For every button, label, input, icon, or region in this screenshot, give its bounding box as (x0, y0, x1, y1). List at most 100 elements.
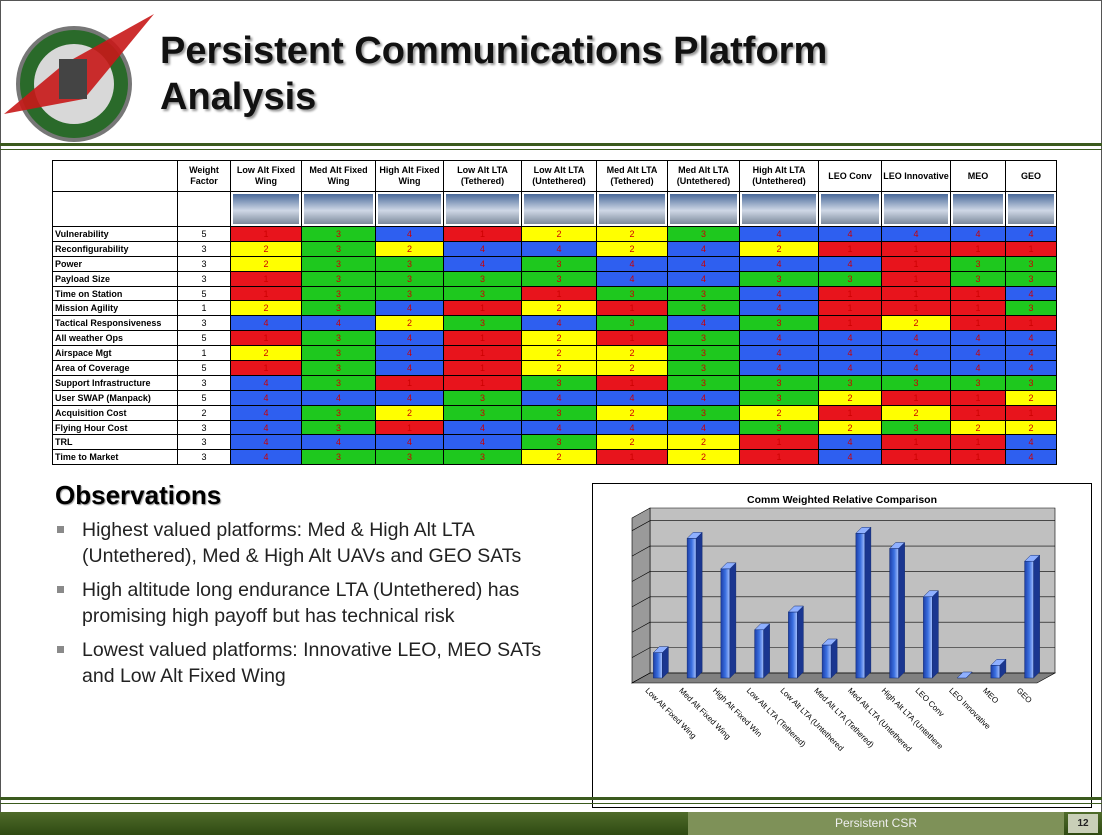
bar (652, 646, 669, 679)
image-cell (230, 191, 302, 227)
score-cell: 2 (1005, 389, 1057, 406)
bar-side (797, 605, 804, 679)
bar-top (720, 562, 737, 570)
score-cell: 4 (1005, 449, 1057, 466)
score-cell: 1 (950, 449, 1006, 466)
score-cell: 4 (950, 330, 1006, 347)
criterion-label: Flying Hour Cost (52, 419, 178, 436)
score-cell: 3 (667, 374, 740, 391)
bar-front (653, 652, 663, 679)
bar-top (686, 532, 703, 539)
score-cell: 3 (521, 374, 597, 391)
column-header: LEO Conv (818, 160, 882, 192)
score-cell: 4 (230, 374, 302, 391)
score-cell: 3 (950, 255, 1006, 272)
score-cell: 3 (667, 285, 740, 302)
score-cell: 3 (667, 226, 740, 242)
platform-image (670, 194, 737, 224)
bar-front (1024, 560, 1034, 679)
score-cell: 1 (375, 419, 444, 436)
criterion-label: Time to Market (52, 449, 178, 466)
score-cell: 2 (667, 434, 740, 451)
score-cell: 4 (443, 240, 522, 257)
score-cell: 2 (375, 315, 444, 332)
score-cell: 2 (596, 404, 668, 421)
criterion-row: Airspace Mgt 1 2 3 4 1 2 2 3 4 4 4 4 4 (52, 345, 1057, 362)
score-cell: 4 (739, 255, 819, 272)
bar-front (754, 629, 764, 679)
score-cell: 3 (301, 226, 376, 242)
score-cell: 4 (521, 389, 597, 406)
bar-front (855, 533, 866, 679)
score-cell: 3 (443, 404, 522, 421)
criterion-row: TRL 3 4 4 4 4 3 2 2 1 4 1 1 4 (52, 434, 1057, 451)
column-header: High Alt Fixed Wing (375, 160, 444, 192)
platform-image (304, 194, 373, 224)
score-cell: 1 (230, 360, 302, 376)
score-cell: 2 (521, 449, 597, 466)
score-cell: 1 (739, 449, 819, 466)
column-header: MEO (950, 160, 1006, 192)
chart-title: Comm Weighted Relative Comparison (747, 494, 937, 506)
image-cell (950, 191, 1006, 227)
score-cell: 1 (881, 389, 951, 406)
bar (686, 531, 703, 679)
criterion-row: Flying Hour Cost 3 4 3 1 4 4 4 4 3 2 3 2 2 (52, 419, 1057, 436)
criterion-row: Power 3 2 3 3 4 3 4 4 4 4 1 3 3 (52, 255, 1057, 272)
score-cell: 1 (818, 404, 882, 421)
score-cell: 3 (1005, 255, 1057, 272)
blank-cell (52, 191, 178, 227)
score-cell: 1 (950, 389, 1006, 406)
bar-top (889, 542, 906, 549)
score-cell: 4 (301, 315, 376, 332)
image-cell (521, 191, 597, 227)
score-cell: 2 (818, 419, 882, 436)
bar (821, 638, 838, 679)
score-cell: 3 (667, 345, 740, 362)
platform-image (524, 194, 594, 224)
score-cell: 4 (881, 330, 951, 347)
image-row (52, 191, 1057, 227)
score-cell: 3 (521, 404, 597, 421)
score-cell: 1 (881, 285, 951, 302)
column-header: GEO (1005, 160, 1057, 192)
platform-image (953, 194, 1003, 224)
criterion-label: Support Infrastructure (52, 374, 178, 391)
bar-side (729, 562, 737, 679)
score-cell: 1 (443, 345, 522, 362)
header-row: Weight Factor Low Alt Fixed Wing Med Alt F… (52, 160, 1057, 192)
criterion-label: Airspace Mgt (52, 345, 178, 362)
score-cell: 3 (301, 419, 376, 436)
score-cell: 2 (230, 255, 302, 272)
score-cell: 2 (521, 360, 597, 376)
score-cell: 4 (667, 389, 740, 406)
column-header: Low Alt Fixed Wing (230, 160, 302, 192)
score-cell: 3 (443, 285, 522, 302)
bar-side (830, 638, 838, 679)
score-cell: 2 (596, 360, 668, 376)
criterion-label: Tactical Responsiveness (52, 315, 178, 332)
criterion-label: Time on Station (52, 285, 178, 302)
grid-line (631, 571, 1055, 582)
logo (4, 14, 154, 142)
column-header: Low Alt LTA (Tethered) (443, 160, 522, 192)
score-cell: 3 (739, 419, 819, 436)
score-cell: 1 (950, 404, 1006, 421)
criterion-label: Power (52, 255, 178, 272)
criterion-row: Area of Coverage 5 1 3 4 1 2 2 3 4 4 4 4 4 (52, 360, 1057, 376)
score-cell: 2 (230, 240, 302, 257)
score-cell: 2 (596, 240, 668, 257)
score-cell: 4 (667, 255, 740, 272)
score-cell: 4 (375, 300, 444, 317)
criterion-row: Vulnerability 5 1 3 4 1 2 2 3 4 4 4 4 4 (52, 226, 1057, 242)
weight-cell: 5 (177, 330, 231, 347)
score-cell: 3 (301, 240, 376, 257)
score-cell: 3 (950, 374, 1006, 391)
score-cell: 3 (521, 255, 597, 272)
score-cell: 1 (950, 434, 1006, 451)
score-cell: 3 (667, 360, 740, 376)
score-cell: 4 (739, 360, 819, 376)
observation-item: High altitude long endurance LTA (Unteth… (57, 577, 562, 629)
score-cell: 3 (301, 374, 376, 391)
score-cell: 4 (739, 330, 819, 347)
